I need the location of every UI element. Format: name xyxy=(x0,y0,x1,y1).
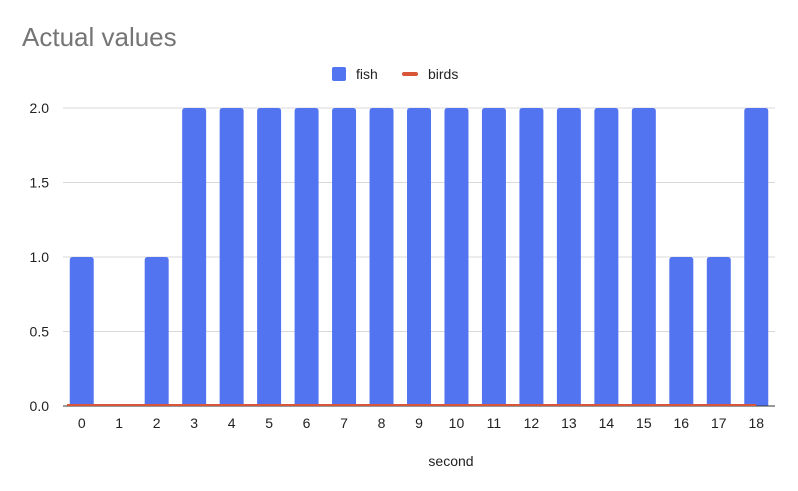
legend-item-fish[interactable]: fish xyxy=(332,66,378,82)
x-tick-label: 1 xyxy=(115,415,123,431)
x-tick-label: 2 xyxy=(153,415,161,431)
legend: fish birds xyxy=(332,66,458,82)
x-tick-label: 18 xyxy=(748,415,764,431)
bar[interactable] xyxy=(481,108,506,406)
x-tick-label: 10 xyxy=(449,415,465,431)
legend-label-fish: fish xyxy=(356,66,378,82)
legend-label-birds: birds xyxy=(428,66,458,82)
x-tick-label: 6 xyxy=(303,415,311,431)
bars-fish xyxy=(69,108,769,406)
bar[interactable] xyxy=(369,108,394,406)
x-tick-label: 0 xyxy=(78,415,86,431)
x-tick-label: 11 xyxy=(487,415,502,431)
legend-item-birds[interactable]: birds xyxy=(402,66,458,82)
chart-title: Actual values xyxy=(22,22,177,52)
bar[interactable] xyxy=(257,108,282,406)
y-tick-label: 0.5 xyxy=(30,324,50,340)
x-tick-labels: 0 1 2 3 4 5 6 7 8 9 10 11 12 13 14 15 16 17 18 xyxy=(78,415,764,431)
bar[interactable] xyxy=(332,108,357,406)
bar[interactable] xyxy=(444,108,469,406)
x-tick-label: 15 xyxy=(636,415,652,431)
y-tick-label: 1.0 xyxy=(30,249,50,265)
x-tick-label: 14 xyxy=(599,415,615,431)
gridlines: 0.0 0.5 1.0 1.5 2.0 xyxy=(30,100,775,414)
y-tick-label: 0.0 xyxy=(30,398,50,414)
x-tick-label: 16 xyxy=(674,415,690,431)
bar[interactable] xyxy=(706,257,731,406)
x-axis-title: second xyxy=(428,453,473,469)
x-tick-label: 12 xyxy=(524,415,540,431)
bar[interactable] xyxy=(631,108,656,406)
bar[interactable] xyxy=(407,108,431,406)
x-tick-label: 5 xyxy=(265,415,273,431)
x-tick-label: 13 xyxy=(561,415,577,431)
x-tick-label: 3 xyxy=(190,415,198,431)
bar[interactable] xyxy=(594,108,619,406)
legend-swatch-birds xyxy=(402,72,418,76)
bar[interactable] xyxy=(69,257,94,406)
x-tick-label: 17 xyxy=(711,415,727,431)
bar[interactable] xyxy=(144,257,169,406)
bar[interactable] xyxy=(182,108,207,406)
bar[interactable] xyxy=(744,108,769,406)
y-tick-label: 1.5 xyxy=(30,175,50,191)
bar[interactable] xyxy=(519,108,544,406)
y-tick-label: 2.0 xyxy=(30,100,50,116)
bar[interactable] xyxy=(669,257,694,406)
x-tick-label: 7 xyxy=(340,415,348,431)
x-tick-label: 8 xyxy=(378,415,386,431)
bar[interactable] xyxy=(294,108,319,406)
x-tick-label: 4 xyxy=(228,415,236,431)
x-tick-label: 9 xyxy=(415,415,423,431)
bar[interactable] xyxy=(219,108,244,406)
legend-swatch-fish xyxy=(332,67,346,81)
bar[interactable] xyxy=(556,108,581,406)
